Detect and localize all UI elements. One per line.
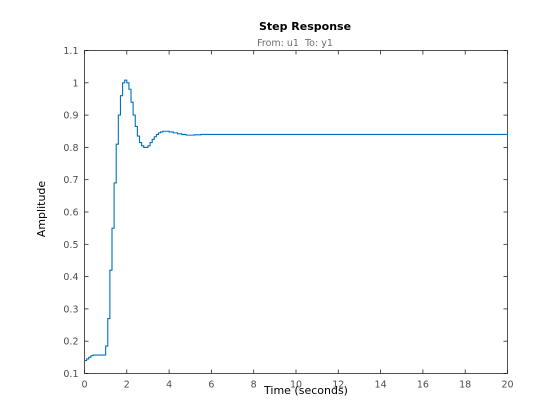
chart-title: Step Response [259,20,351,33]
x-tick-label: 12 [332,380,344,391]
x-tick-label: 18 [459,380,471,391]
y-tick-label: 0.7 [63,175,78,186]
y-tick-label: 0.1 [63,369,78,380]
y-tick-label: 1 [72,78,78,89]
x-tick-label: 4 [166,380,172,391]
x-tick-label: 2 [124,380,130,391]
x-tick-label: 0 [81,380,87,391]
y-tick-label: 0.9 [63,111,78,122]
y-tick-label: 0.3 [63,304,78,315]
y-axis-ticks: 0.1 0.2 0.3 0.4 0.5 0.6 0.7 0.8 0.9 1 1.1 [63,46,508,380]
x-tick-label: 20 [501,380,513,391]
series-layer [84,79,508,362]
y-tick-label: 1.1 [63,46,78,57]
x-tick-label: 8 [251,380,257,391]
y-tick-label: 0.5 [63,240,78,251]
y-axis-label: Amplitude [35,181,48,238]
x-tick-label: 6 [208,380,214,391]
x-axis-ticks: 0 2 4 6 8 10 12 14 16 18 20 [81,50,514,391]
x-tick-label: 10 [290,380,302,391]
y-tick-label: 0.4 [63,272,78,283]
y-tick-label: 0.8 [63,143,78,154]
y-tick-label: 0.6 [63,208,78,219]
chart-subtitle: From: u1 To: y1 [257,38,333,49]
y-tick-label: 0.2 [63,337,78,348]
x-axis-label: Time (seconds) [263,384,348,397]
plot-area [84,50,508,374]
series-line-step-response [84,79,508,362]
x-tick-label: 16 [417,380,429,391]
x-tick-label: 14 [375,380,387,391]
